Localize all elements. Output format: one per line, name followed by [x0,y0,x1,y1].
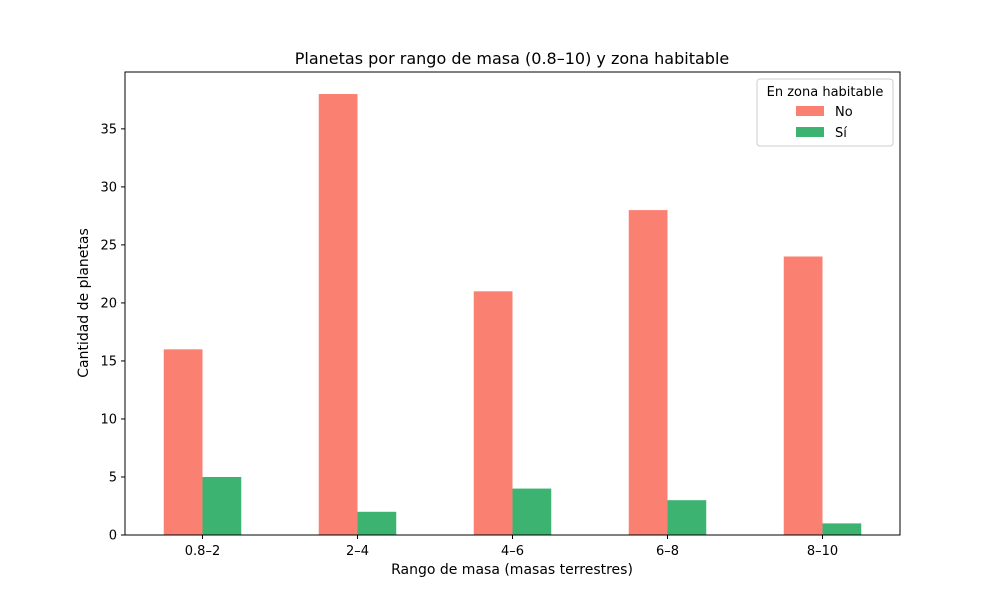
y-axis: 0 5 10 15 20 25 30 35 [100,122,125,544]
legend-label-si: Sí [835,126,847,141]
chart-title: Planetas por rango de masa (0.8–10) y zo… [295,49,729,68]
legend-box [756,78,894,147]
legend-label-no: No [835,105,853,120]
legend: En zona habitable No Sí [756,78,894,147]
legend-swatch-si [796,127,824,137]
x-axis-label: Rango de masa (masas terrestres) [391,562,633,578]
y-tick-label: 20 [100,296,117,311]
bar-no-1 [318,94,358,536]
x-tick-label: 6–8 [656,544,679,559]
bar-no-4 [783,256,823,535]
x-tick-label: 8–10 [807,544,838,559]
y-axis-label: Cantidad de planetas [76,228,92,378]
x-tick-label: 2–4 [346,544,369,559]
legend-title: En zona habitable [767,85,884,100]
bar-si-4 [822,523,862,535]
bar-si-0 [202,476,242,535]
bar-si-3 [667,500,707,535]
bar-si-1 [357,511,397,535]
x-axis: 0.8–2 2–4 4–6 6–8 8–10 [185,535,838,559]
y-tick-label: 0 [109,529,117,544]
legend-swatch-no [796,106,824,116]
bar-no-2 [473,291,513,535]
y-tick-label: 15 [100,354,117,369]
y-tick-label: 25 [100,238,117,253]
bar-no-3 [628,210,668,536]
y-tick-label: 5 [109,470,117,485]
plot-area [124,71,901,536]
x-tick-label: 4–6 [501,544,524,559]
bar-si-2 [512,488,552,535]
y-tick-label: 35 [100,122,117,137]
bar-no-0 [163,349,203,535]
y-tick-label: 30 [100,180,117,195]
y-tick-label: 10 [100,412,117,427]
x-tick-label: 0.8–2 [185,544,220,559]
